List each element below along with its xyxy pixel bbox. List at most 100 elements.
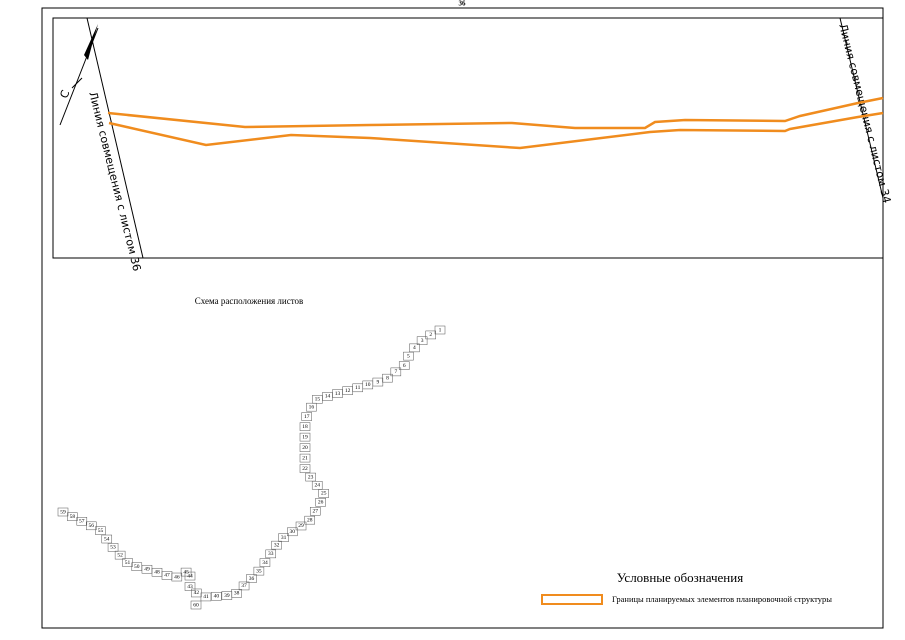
sheet-label: 29 xyxy=(298,523,304,529)
sheet-label: 49 xyxy=(144,567,150,573)
sheet-label: 13 xyxy=(335,391,341,397)
sheet-label: 22 xyxy=(302,466,308,472)
sheet-box xyxy=(299,432,311,442)
sheet-box xyxy=(398,361,410,370)
sheet-label: 40 xyxy=(214,594,220,600)
sheet-label: 16 xyxy=(309,404,315,410)
sheet-label: 42 xyxy=(194,590,200,596)
sheet-box xyxy=(425,330,436,340)
join-line xyxy=(86,17,144,259)
sheet-label: 9 xyxy=(376,379,379,385)
sheet-label: 30 xyxy=(290,529,296,535)
sheet-box xyxy=(299,464,311,473)
sheet-box xyxy=(299,443,311,452)
sheet-label: 35 xyxy=(256,568,262,574)
sheet-label: 10 xyxy=(365,382,371,388)
join-line xyxy=(839,17,884,199)
sheet-label: 21 xyxy=(302,455,308,461)
sheet-label: 36 xyxy=(249,576,255,582)
sheet-box xyxy=(184,582,196,591)
sheet-label: 57 xyxy=(79,519,85,525)
sheet-label: 39 xyxy=(224,593,230,599)
sheet-box xyxy=(390,367,402,377)
sheet-box xyxy=(434,325,446,335)
sheet-label: 51 xyxy=(125,560,131,566)
sheet-box xyxy=(299,453,311,463)
scheme-title: Схема расположения листов xyxy=(195,296,304,306)
sheet-label: 41 xyxy=(203,594,209,600)
sheet-label: 38 xyxy=(234,591,240,597)
sheet-box xyxy=(259,558,271,567)
sheet-box xyxy=(306,402,317,412)
legend-item: Границы планируемых элементов планировоч… xyxy=(612,594,832,604)
sheet-box xyxy=(114,550,126,560)
north-label: С xyxy=(58,88,73,100)
sheet-box xyxy=(238,581,250,591)
sheet-label: 17 xyxy=(304,414,310,420)
sheet-box xyxy=(95,526,106,535)
sheet-label: 14 xyxy=(325,394,331,400)
sheet-label: 7 xyxy=(394,369,397,375)
sheet-label: 15 xyxy=(315,397,321,403)
sheet-box xyxy=(305,472,316,482)
sheet-label: 5 xyxy=(407,353,410,359)
sheet-label: 60 xyxy=(193,602,199,608)
sheet-label: 8 xyxy=(386,375,389,381)
sheet-label: 55 xyxy=(98,528,104,534)
sheet-label: 4 xyxy=(413,345,416,351)
sheet-label: 28 xyxy=(307,517,313,523)
sheet-label: 25 xyxy=(321,491,327,497)
sheet-box xyxy=(253,566,265,576)
sheet-label: 23 xyxy=(308,474,314,480)
sheet-label: 19 xyxy=(302,434,308,440)
sheet-label: 26 xyxy=(318,500,324,506)
sheet-box xyxy=(180,567,192,577)
sheet-label: 31 xyxy=(281,535,287,541)
sheet-label: 6 xyxy=(403,363,406,369)
sheet-box xyxy=(107,543,119,552)
sheet-label: 59 xyxy=(60,509,66,515)
sheet-box xyxy=(312,395,323,404)
sheet-label: 58 xyxy=(70,514,76,520)
page-number: 36 xyxy=(459,0,467,8)
sheet-box xyxy=(271,540,282,550)
sheet-box xyxy=(278,533,289,542)
outer-frame xyxy=(41,7,884,629)
sheet-label: 48 xyxy=(154,570,160,576)
sheet-box xyxy=(304,515,316,525)
boundary xyxy=(108,111,884,150)
legend-title: Условные обозначения xyxy=(617,570,743,585)
legend-swatch xyxy=(541,594,603,605)
sheet-box xyxy=(221,591,233,600)
sheet-label: 43 xyxy=(187,584,193,590)
sheet-label: 54 xyxy=(104,536,110,542)
sheet-label: 20 xyxy=(302,445,308,451)
sheet-box xyxy=(309,507,321,516)
sheet-box xyxy=(287,527,298,537)
sheet-box xyxy=(57,507,69,517)
sheet-box xyxy=(191,588,202,598)
sheet-label: 53 xyxy=(110,545,116,551)
sheet-label: 24 xyxy=(314,483,320,489)
sheet-label: 47 xyxy=(164,573,170,579)
map-frame xyxy=(52,17,884,259)
sheet-box xyxy=(190,600,202,610)
sheet-label: 56 xyxy=(89,523,95,529)
sheet-box xyxy=(76,517,88,526)
sheet-label: 27 xyxy=(312,509,318,515)
sheet-box xyxy=(299,422,311,431)
sheet-box xyxy=(122,558,133,567)
join-label: Линия совмещения с листом 36 xyxy=(86,90,143,272)
sheet-label: 1 xyxy=(439,327,442,333)
sheet-label: 34 xyxy=(262,560,268,566)
sheet-box xyxy=(301,412,312,421)
sheet-box xyxy=(409,343,420,353)
sheet-label: 33 xyxy=(268,551,274,557)
sheet-label: 52 xyxy=(117,552,123,558)
sheet-box xyxy=(315,498,326,507)
sheet-label: 2 xyxy=(429,332,432,338)
join-label: Линия совмещения с листом 34 xyxy=(836,22,893,204)
sheet-label: 37 xyxy=(241,583,247,589)
sheet-box xyxy=(403,351,414,361)
